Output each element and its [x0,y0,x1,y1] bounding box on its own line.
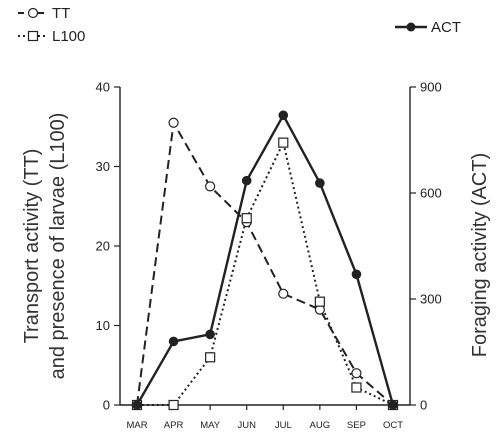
data-point-tt [278,288,289,299]
x-tick-label: APR [164,420,184,431]
right-tick-label: 600 [420,186,442,201]
data-point-l100 [241,213,252,224]
data-point-tt [205,181,216,192]
legend-l100-label: L100 [52,28,85,45]
data-point-l100 [205,352,216,363]
legend-l100-marker [27,30,39,42]
data-point-l100 [168,399,179,411]
data-point-l100 [314,296,325,307]
x-tick-label: JUN [237,420,256,431]
data-point-act [388,400,398,410]
data-point-tt [168,117,179,128]
series-line-l100 [137,139,394,406]
legend-item-tt: TT [18,5,70,22]
right-ticks: 0 300 600 900 [410,80,442,413]
left-tick-label: 40 [96,80,110,95]
legend-act-label: ACT [431,19,461,36]
left-tick-label: 0 [103,398,110,413]
left-axis-title-line2: and presence of larvae (L100) [47,113,69,380]
left-tick-label: 20 [96,239,110,254]
legend-left: TT L100 [18,5,85,45]
x-tick-label: OCT [383,420,403,431]
x-tick-label: MAR [126,420,147,431]
right-axis-title-group: Foraging activity (ACT) [469,153,491,358]
data-point-act [132,400,142,410]
right-tick-label: 0 [420,398,427,413]
x-tick-label: AUG [310,420,331,431]
data-point-act [205,329,215,340]
x-tick-label: JUL [275,420,292,431]
right-axis-title: Foraging activity (ACT) [469,153,491,358]
right-tick-label: 300 [420,292,442,307]
left-tick-label: 30 [96,159,110,174]
data-point-act [278,110,289,121]
data-point-act [315,178,325,188]
x-tick-label: MAY [200,420,221,431]
x-ticks: MAR APR MAY JUN JUL AUG SEP OCT [126,405,403,431]
data-point-l100 [351,382,362,393]
data-point-act [241,175,252,186]
data-point-act [168,336,179,347]
series-layer [131,110,399,411]
legend-item-l100: L100 [18,28,85,45]
legend-tt-marker [27,7,39,19]
data-point-tt [351,368,362,379]
series-line-tt [136,119,394,406]
legend-act-marker [406,22,416,32]
legend-tt-label: TT [52,5,70,22]
left-axis-title: Transport activity (TT) and presence of … [21,113,69,380]
left-axis-title-line1: Transport activity (TT) [21,149,43,344]
series-line-act [135,112,395,406]
left-tick-label: 10 [96,318,110,333]
right-tick-label: 900 [420,80,442,95]
left-ticks: 0 10 20 30 40 [96,80,120,413]
data-point-act [351,269,362,280]
x-tick-label: SEP [347,420,366,431]
data-point-l100 [278,137,289,148]
legend-right: ACT [395,19,461,36]
